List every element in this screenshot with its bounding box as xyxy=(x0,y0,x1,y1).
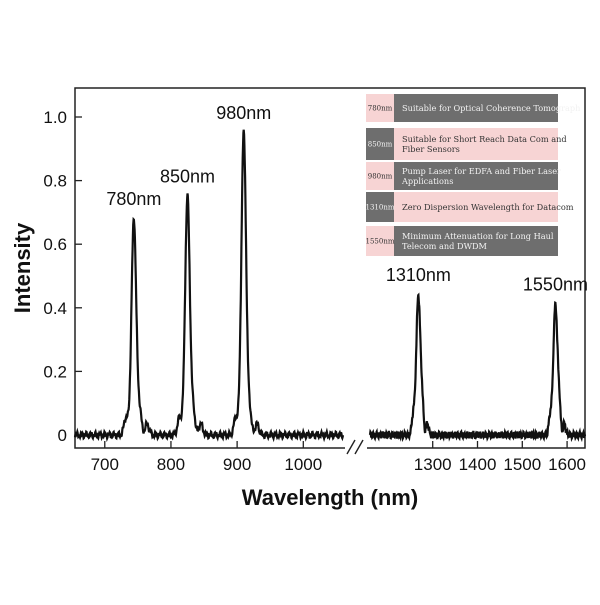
legend-tag: 1310nm xyxy=(366,204,395,212)
legend-description: Suitable for Optical Coherence Tomograph xyxy=(402,103,581,113)
legend-description: Minimum Attenuation for Long Haul Telecom… xyxy=(402,231,554,251)
legend-text-box xyxy=(394,94,558,122)
spectrum-line-segment-2 xyxy=(368,292,587,443)
legend-tag-box xyxy=(366,162,394,190)
y-tick-label: 0 xyxy=(58,426,67,445)
x-tick-label: 1600 xyxy=(548,455,586,474)
x-tick-label: 800 xyxy=(157,455,185,474)
peak-label: 780nm xyxy=(106,189,161,209)
axis-break xyxy=(345,439,367,455)
peak-label: 1550nm xyxy=(523,275,588,295)
curve-layer xyxy=(73,129,587,443)
legend-text-box xyxy=(394,192,558,222)
peak-label: 980nm xyxy=(216,103,271,123)
spectrum-line-segment-1 xyxy=(73,129,345,443)
legend-tag-box xyxy=(366,192,394,222)
y-tick-label: 0.2 xyxy=(43,362,67,381)
x-axis-label: Wavelength (nm) xyxy=(242,485,418,510)
legend: 780nm Suitable for Optical Coherence Tomo… xyxy=(366,94,581,256)
peak-label: 850nm xyxy=(160,167,215,187)
y-tick-label: 1.0 xyxy=(43,108,67,127)
ticks-layer: 0 0.2 0.4 0.6 0.8 1.0 700 800 900 1000 1300 1400 150… xyxy=(43,108,586,474)
plot-frame xyxy=(74,87,586,449)
y-axis-label: Intensity xyxy=(10,222,35,313)
legend-tag-box xyxy=(366,128,394,160)
x-tick-label: 1500 xyxy=(503,455,541,474)
legend-description: Pump Laser for EDFA and Fiber Laser Appli… xyxy=(401,166,561,186)
legend-description: Zero Dispersion Wavelength for Datacom xyxy=(402,202,574,212)
x-tick-label: 700 xyxy=(91,455,119,474)
y-tick-label: 0.6 xyxy=(43,235,67,254)
legend-tag-box xyxy=(366,226,394,256)
axis-break-mark xyxy=(346,439,356,455)
axis-break-mark xyxy=(354,439,364,455)
y-tick-label: 0.4 xyxy=(43,299,67,318)
y-tick-label: 0.8 xyxy=(43,172,67,191)
legend-tag: 1550nm xyxy=(366,238,395,246)
legend-text-box xyxy=(394,162,558,190)
axis-break-gap xyxy=(345,442,367,454)
legend-tag: 780nm xyxy=(368,105,393,113)
x-tick-label: 1400 xyxy=(459,455,497,474)
legend-tag: 850nm xyxy=(368,141,393,149)
peak-label: 1310nm xyxy=(386,265,451,285)
legend-text-box xyxy=(394,128,558,160)
legend-tag: 980nm xyxy=(368,173,393,181)
legend-tag-box xyxy=(366,94,394,122)
x-tick-label: 1300 xyxy=(414,455,452,474)
x-tick-label: 1000 xyxy=(284,455,322,474)
legend-text-box xyxy=(394,226,558,256)
x-tick-label: 900 xyxy=(223,455,251,474)
legend-description: Suitable for Short Reach Data Com and Fib… xyxy=(402,134,567,154)
